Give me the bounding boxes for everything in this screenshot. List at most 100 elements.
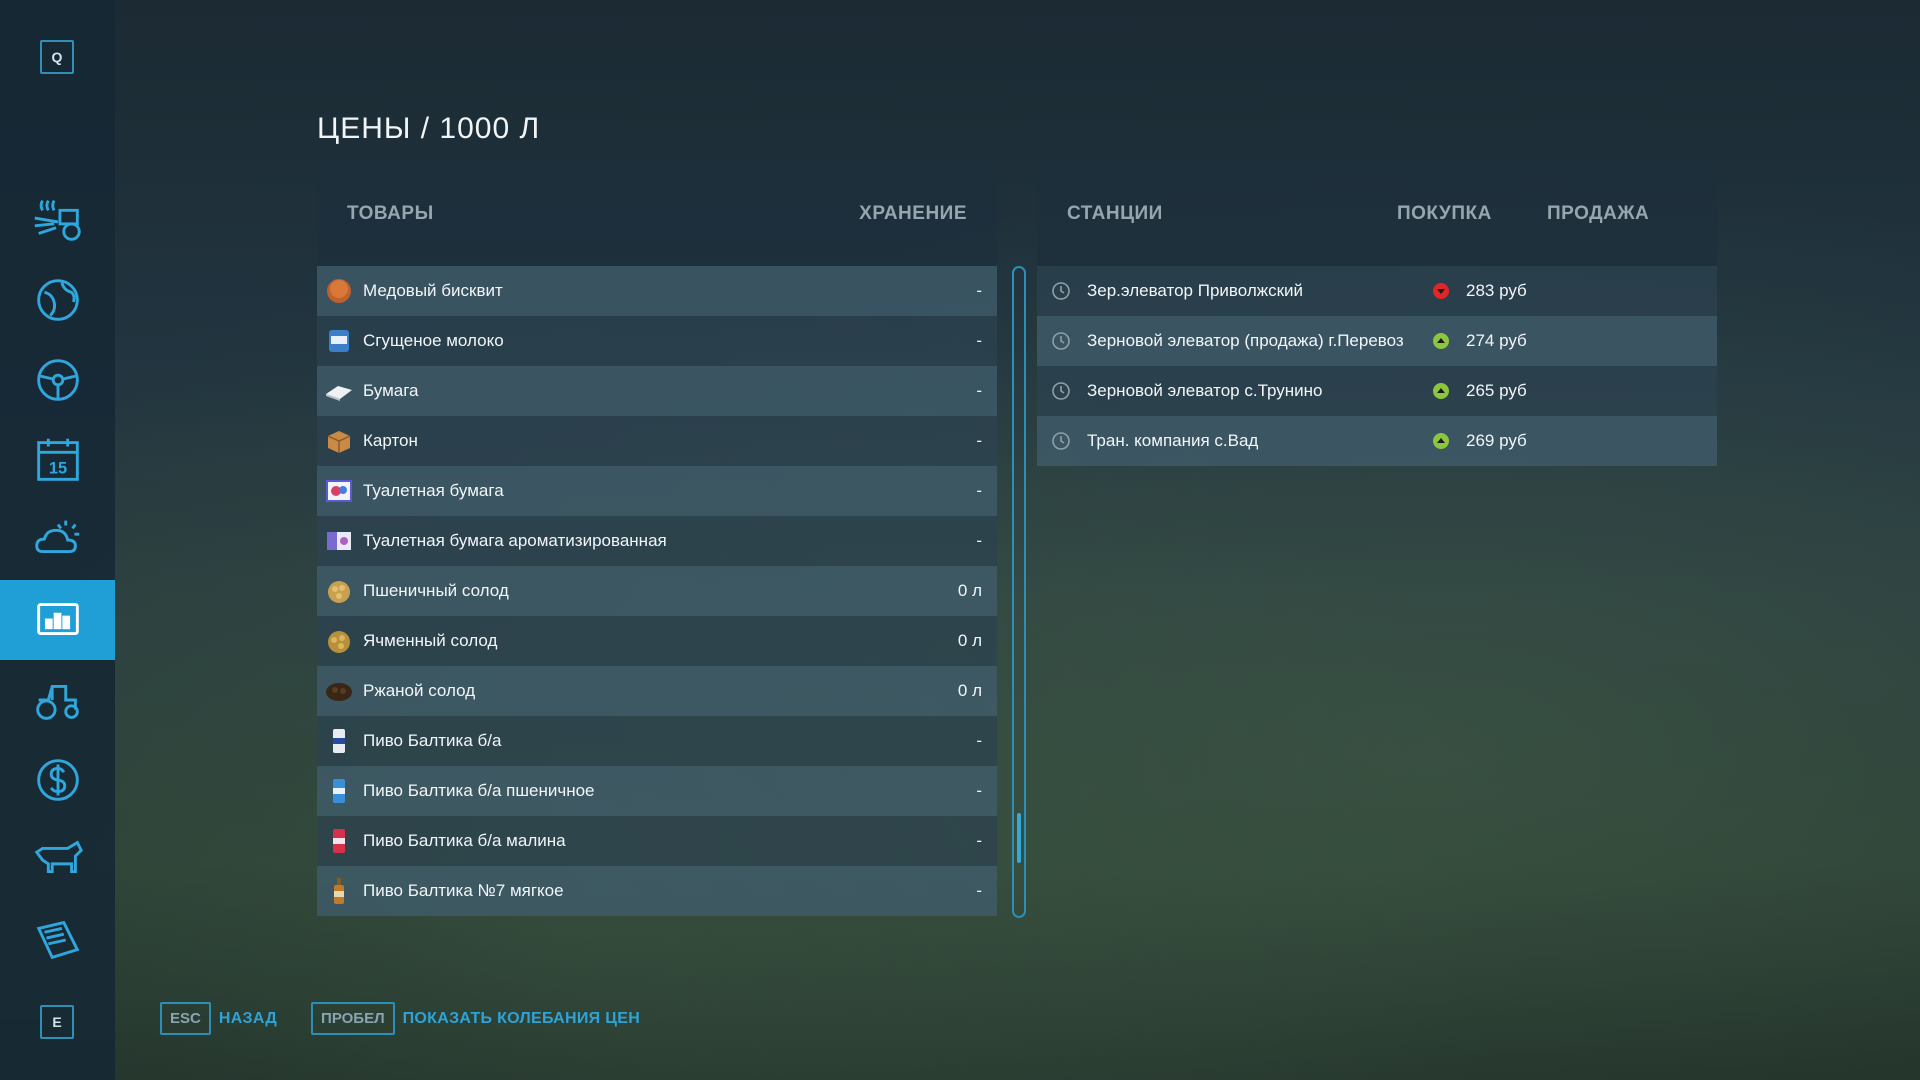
goods-name: Картон (363, 431, 418, 450)
stations-table-header: СТАНЦИИ ПОКУПКА ПРОДАЖА (1037, 162, 1717, 266)
nav-garage[interactable] (0, 660, 115, 740)
goods-row[interactable]: Сгущеное молоко - (317, 316, 997, 366)
station-name: Зерновой элеватор (продажа) г.Перевоз (1087, 331, 1404, 350)
goods-name: Ячменный солод (363, 631, 498, 650)
goods-storage: - (976, 331, 982, 350)
trend-down-icon (1433, 283, 1449, 299)
clock-icon (1052, 282, 1070, 300)
header-goods: ТОВАРЫ (347, 203, 434, 224)
goods-row[interactable]: Ржаной солод 0 л (317, 666, 997, 716)
goods-storage: - (976, 431, 982, 450)
nav-calendar[interactable]: 15 (0, 420, 115, 500)
scented-toilet-paper-icon (323, 525, 355, 557)
goods-row[interactable]: Ячменный солод 0 л (317, 616, 997, 666)
prev-tab-key[interactable]: Q (40, 40, 74, 74)
goods-row[interactable]: Пиво Балтика б/а пшеничное - (317, 766, 997, 816)
station-row[interactable]: Тран. компания с.Вад 269 руб (1037, 416, 1717, 466)
goods-name: Туалетная бумага ароматизированная (363, 531, 667, 550)
goods-name: Пшеничный солод (363, 581, 509, 600)
svg-text:15: 15 (48, 460, 66, 478)
header-buy: ПОКУПКА (1397, 203, 1492, 224)
production-icon (34, 199, 81, 241)
goods-storage: - (976, 881, 982, 900)
goods-name: Ржаной солод (363, 681, 476, 700)
calendar-icon: 15 (36, 438, 79, 481)
buy-price: 265 руб (1466, 381, 1527, 400)
clock-icon (1052, 382, 1070, 400)
prices-chart-icon (36, 603, 79, 635)
goods-name: Туалетная бумага (363, 481, 504, 500)
goods-storage: - (976, 781, 982, 800)
goods-storage: 0 л (957, 581, 982, 600)
show-price-fluctuations-button[interactable]: ПОКАЗАТЬ КОЛЕБАНИЯ ЦЕН (402, 1009, 641, 1027)
goods-scrollbar[interactable] (1012, 266, 1026, 918)
nav-map[interactable] (0, 260, 115, 340)
station-row[interactable]: Зерновой элеватор (продажа) г.Перевоз 27… (1037, 316, 1717, 366)
station-name: Зер.элеватор Приволжский (1087, 281, 1304, 300)
rye-malt-icon (323, 675, 355, 707)
next-tab-key[interactable]: E (40, 1005, 74, 1039)
header-storage: ХРАНЕНИЕ (859, 203, 967, 224)
wheat-malt-icon (323, 575, 355, 607)
beer-can-icon (323, 775, 355, 807)
station-row[interactable]: Зерновой элеватор с.Трунино 265 руб (1037, 366, 1717, 416)
nav-animals[interactable] (0, 820, 115, 900)
header-stations: СТАНЦИИ (1067, 203, 1163, 224)
goods-name: Пиво Балтика №7 мягкое (363, 881, 564, 900)
back-button[interactable]: НАЗАД (218, 1009, 278, 1027)
station-row[interactable]: Зер.элеватор Приволжский 283 руб (1037, 266, 1717, 316)
nav-vehicles[interactable] (0, 340, 115, 420)
station-name: Тран. компания с.Вад (1087, 431, 1259, 450)
trend-up-icon (1433, 433, 1449, 449)
nav-finances[interactable] (0, 740, 115, 820)
finances-icon (36, 759, 79, 801)
weather-icon (34, 520, 79, 554)
stations-table: СТАНЦИИ ПОКУПКА ПРОДАЖА Зер.элеватор При… (1037, 162, 1717, 466)
goods-row[interactable]: Медовый бисквит - (317, 266, 997, 316)
goods-row[interactable]: Пшеничный солод 0 л (317, 566, 997, 616)
goods-name: Пиво Балтика б/а пшеничное (363, 781, 595, 800)
goods-storage: - (976, 481, 982, 500)
goods-row[interactable]: Туалетная бумага - (317, 466, 997, 516)
page-title: ЦЕНЫ / 1000 Л (317, 112, 541, 145)
goods-storage: 0 л (957, 631, 982, 650)
nav-contracts[interactable] (0, 900, 115, 980)
honey-cake-icon (323, 275, 355, 307)
goods-row[interactable]: Пиво Балтика б/а - (317, 716, 997, 766)
steering-wheel-icon (36, 359, 79, 401)
goods-name: Сгущеное молоко (363, 331, 504, 350)
goods-row[interactable]: Пиво Балтика №7 мягкое - (317, 866, 997, 916)
esc-key[interactable]: ESC (160, 1002, 211, 1035)
tractor-icon (35, 685, 79, 720)
contracts-icon (36, 920, 79, 960)
goods-storage: 0 л (957, 681, 982, 700)
paper-icon (323, 375, 355, 407)
beer-can-icon (323, 725, 355, 757)
goods-storage: - (976, 731, 982, 750)
goods-row[interactable]: Картон - (317, 416, 997, 466)
header-sell: ПРОДАЖА (1547, 203, 1650, 224)
buy-price: 283 руб (1466, 281, 1527, 300)
station-name: Зерновой элеватор с.Трунино (1087, 381, 1323, 400)
cardboard-icon (323, 425, 355, 457)
nav-prices[interactable] (0, 580, 115, 660)
sidebar: Q 15 (0, 0, 115, 1080)
trend-up-icon (1433, 383, 1449, 399)
buy-price: 269 руб (1466, 431, 1527, 450)
goods-storage: - (976, 831, 982, 850)
goods-table-header: ТОВАРЫ ХРАНЕНИЕ (317, 162, 997, 266)
nav-weather[interactable] (0, 500, 115, 580)
goods-row[interactable]: Туалетная бумага ароматизированная - (317, 516, 997, 566)
goods-row[interactable]: Бумага - (317, 366, 997, 416)
goods-storage: - (976, 531, 982, 550)
scrollbar-thumb[interactable] (1017, 813, 1021, 863)
goods-name: Пиво Балтика б/а малина (363, 831, 566, 850)
goods-row[interactable]: Пиво Балтика б/а малина - (317, 816, 997, 866)
beer-can-icon (323, 825, 355, 857)
map-icon (36, 279, 79, 321)
footer-bar: ESC НАЗАД ПРОБЕЛ ПОКАЗАТЬ КОЛЕБАНИЯ ЦЕН (160, 1002, 674, 1035)
space-key[interactable]: ПРОБЕЛ (311, 1002, 395, 1035)
goods-table: ТОВАРЫ ХРАНЕНИЕ Медовый бисквит - Сгущен… (317, 162, 997, 916)
goods-name: Медовый бисквит (363, 281, 503, 300)
nav-production[interactable] (0, 180, 115, 260)
